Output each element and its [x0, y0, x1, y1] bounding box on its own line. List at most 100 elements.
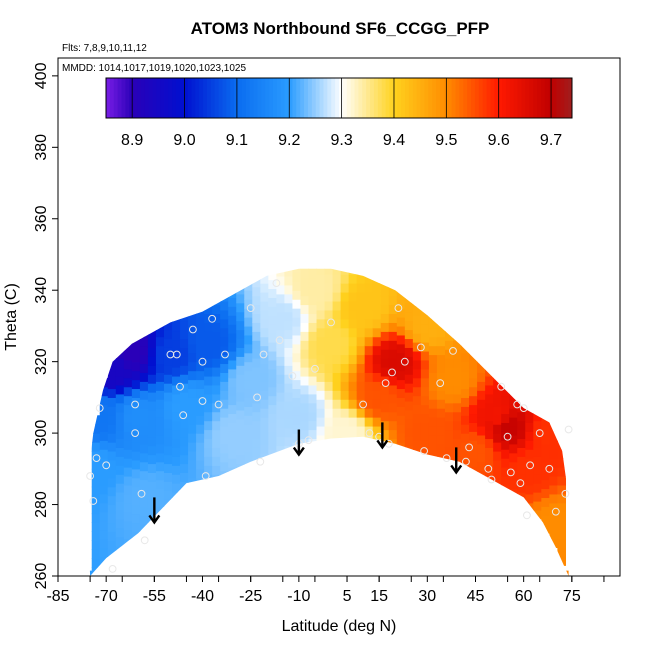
heatmap-cell [348, 399, 358, 409]
sample-point [327, 318, 335, 327]
heatmap-cell [300, 304, 310, 315]
heatmap-cell [220, 354, 229, 365]
heatmap-cell [260, 327, 269, 338]
heatmap-cell [91, 567, 101, 576]
heatmap-cell [501, 431, 510, 441]
heatmap-cell [123, 538, 133, 549]
y-tick-label: 360 [33, 205, 50, 232]
heatmap-cell [172, 483, 181, 493]
heatmap-cell [139, 461, 149, 472]
sample-point [176, 382, 184, 391]
heatmap-cell [196, 459, 205, 470]
heatmap-cell [180, 445, 189, 456]
heatmap-cell [204, 393, 213, 404]
heatmap-cell [396, 415, 406, 425]
heatmap-cell [268, 315, 277, 325]
heatmap-cell [172, 429, 181, 440]
heatmap-cell [91, 424, 101, 434]
heatmap-cell [180, 463, 189, 473]
heatmap-cell [420, 386, 430, 397]
heatmap-cell [204, 420, 213, 431]
heatmap-cell [163, 320, 173, 331]
heatmap-cell [163, 356, 173, 366]
heatmap-cell [115, 384, 125, 395]
heatmap-cell [533, 447, 542, 457]
heatmap-cell [388, 367, 398, 377]
colorbar-segment [280, 78, 286, 118]
heatmap-cell [420, 431, 430, 441]
colorbar-segment [315, 78, 321, 118]
heatmap-cell [340, 434, 350, 445]
colorbar-segment [560, 78, 565, 118]
sample-point [208, 314, 217, 323]
heatmap-cell [236, 409, 245, 420]
heatmap-cell [188, 442, 197, 452]
heatmap-cell [412, 368, 422, 379]
heatmap-cell [115, 518, 125, 529]
heatmap-cell [196, 406, 205, 416]
heatmap-cell [461, 361, 470, 372]
heatmap-cell [412, 297, 422, 307]
heatmap-cell [436, 443, 446, 454]
heatmap-cell [485, 465, 494, 475]
heatmap-cell [196, 442, 205, 452]
heatmap-cell [541, 417, 550, 427]
heatmap-cell [107, 379, 117, 390]
heatmap-cell [107, 406, 117, 416]
heatmap-cell [380, 295, 390, 306]
heatmap-cell [541, 497, 550, 507]
heatmap-cell [212, 367, 221, 377]
heatmap-cell [332, 309, 342, 320]
heatmap-cell [493, 442, 502, 452]
heatmap-cell [477, 390, 486, 400]
heatmap-cell [469, 440, 478, 450]
heatmap-cell [485, 447, 494, 457]
heatmap-cell [324, 399, 334, 409]
heatmap-cell [147, 392, 157, 402]
heatmap-cell [461, 352, 470, 363]
heatmap-cell [420, 368, 430, 379]
heatmap-cell [220, 345, 229, 356]
heatmap-cell [348, 300, 358, 311]
heatmap-cell [300, 322, 310, 332]
sample-point [201, 472, 210, 480]
heatmap-cell [388, 340, 398, 350]
heatmap-cell [388, 322, 398, 332]
heatmap-cell [517, 492, 526, 502]
heatmap-cell [180, 347, 189, 357]
heatmap-cell [204, 402, 213, 413]
heatmap-cell [340, 283, 350, 293]
heatmap-cell [131, 361, 141, 372]
heatmap-cell [131, 450, 141, 461]
heatmap-cell [549, 511, 558, 522]
heatmap-cell [461, 343, 470, 354]
heatmap-cell [444, 402, 454, 413]
heatmap-cell [501, 449, 510, 459]
heatmap-cell [300, 268, 310, 270]
heatmap-cell [541, 461, 550, 472]
heatmap-cell [436, 399, 446, 409]
heatmap-cell [316, 425, 326, 436]
sample-point [551, 507, 560, 516]
colorbar-segment [164, 78, 169, 118]
heatmap-cell [139, 488, 149, 499]
heatmap-cell [284, 409, 294, 420]
heatmap-cell [380, 313, 390, 323]
sample-point [140, 536, 149, 545]
heatmap-cell [180, 383, 189, 393]
colorbar-segment [292, 78, 297, 118]
colorbar-segment [203, 78, 208, 118]
heatmap-cell [340, 336, 350, 347]
heatmap-cell [292, 317, 302, 327]
heatmap-cell [396, 343, 406, 354]
colorbar-segment [210, 78, 216, 118]
heatmap-cell [477, 354, 486, 365]
heatmap-cell [396, 334, 406, 345]
heatmap-cell [139, 506, 149, 516]
heatmap-cell [292, 379, 302, 390]
heatmap-cell [412, 449, 422, 459]
heatmap-cell [220, 417, 229, 427]
heatmap-cell [252, 367, 261, 377]
heatmap-cell [276, 311, 286, 322]
heatmap-cell [284, 268, 294, 277]
